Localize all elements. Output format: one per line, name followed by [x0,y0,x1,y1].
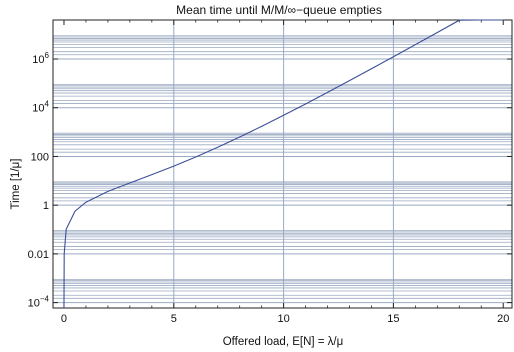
plot-frame [52,19,513,309]
plot-border [52,19,513,309]
y-tick-label-2: 1 [43,200,49,212]
horizontal-gridlines [53,35,512,304]
series-line-0 [63,19,504,308]
chart-title: Mean time until M/M/∞−queue empties [176,3,382,17]
x-tick-label-1: 5 [171,313,177,325]
vertical-gridlines [173,20,394,308]
y-tick-label-4: 104 [32,100,49,115]
x-axis-label: Offered load, E[N] = λ/μ [223,336,344,348]
x-tick-label-4: 20 [497,313,509,325]
y-tick-label-1: 0.01 [28,249,49,261]
y-axis-label: Time [1/μ] [10,159,22,210]
series-layer [63,19,504,308]
y-tick-label-5: 106 [32,51,49,66]
y-tick-label-3: 100 [31,151,49,163]
x-tick-label-0: 0 [61,313,67,325]
tick-labels: 0 5 10 15 20 10−4 0.01 1 100 104 106 [28,51,510,325]
x-tick-label-3: 15 [387,313,399,325]
x-tick-label-2: 10 [277,313,289,325]
y-tick-label-0: 10−4 [28,295,50,310]
axis-ticks [53,20,512,308]
